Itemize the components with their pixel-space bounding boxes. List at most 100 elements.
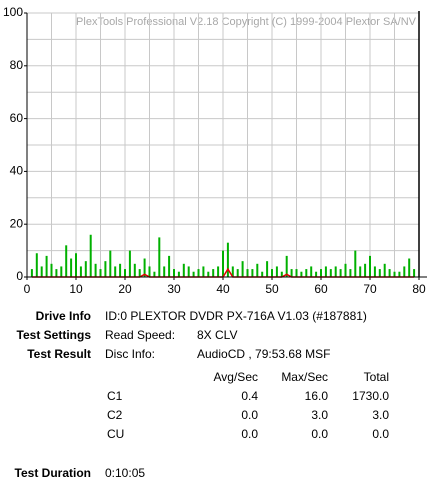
cell: 0.0 xyxy=(241,427,258,441)
y-tick-label: 20 xyxy=(10,216,24,230)
bar xyxy=(320,269,322,277)
bar xyxy=(168,255,171,277)
bar xyxy=(35,253,38,277)
bar xyxy=(143,258,146,277)
cell: 3.0 xyxy=(372,408,389,422)
x-tick-label: 60 xyxy=(314,282,328,296)
bar xyxy=(359,266,362,277)
bar xyxy=(158,237,161,277)
bar xyxy=(192,271,195,277)
bar xyxy=(104,261,107,277)
cell: 0.0 xyxy=(372,427,389,441)
bar xyxy=(70,258,73,277)
bar xyxy=(187,266,190,277)
bar xyxy=(280,271,283,277)
bar xyxy=(373,266,376,277)
y-tick-label: 40 xyxy=(10,164,24,178)
bar xyxy=(236,269,239,277)
key: Read Speed: xyxy=(105,328,176,342)
bar xyxy=(388,269,391,277)
bar xyxy=(413,269,416,277)
value: ID:0 PLEXTOR DVDR PX-716A V1.03 (#187881… xyxy=(105,309,367,323)
bar xyxy=(197,269,200,277)
bar xyxy=(339,269,342,277)
bar xyxy=(378,269,381,277)
col-header: Avg/Sec xyxy=(213,370,258,384)
bar xyxy=(202,266,205,277)
bar xyxy=(300,271,303,277)
cell: 0.0 xyxy=(241,408,258,422)
label: Drive Info xyxy=(35,309,91,323)
bar xyxy=(133,263,136,277)
bar xyxy=(290,269,293,277)
label: Test Settings xyxy=(16,328,91,342)
bar xyxy=(177,271,180,277)
key: Disc Info: xyxy=(105,347,156,361)
x-tick-label: 80 xyxy=(412,282,426,296)
bar xyxy=(217,266,220,277)
bar xyxy=(212,269,215,277)
y-tick-label: 0 xyxy=(16,269,23,283)
x-tick-label: 10 xyxy=(69,282,83,296)
bar xyxy=(138,269,141,277)
bar xyxy=(393,271,396,277)
bar xyxy=(45,255,48,277)
bar xyxy=(173,269,175,277)
row-label: C1 xyxy=(107,389,123,403)
cell: 16.0 xyxy=(304,389,328,403)
bar xyxy=(114,266,117,277)
bar xyxy=(128,250,131,277)
bar xyxy=(369,255,371,277)
cell: 0.0 xyxy=(311,427,328,441)
copyright: PlexTools Professional V2.18 Copyright (… xyxy=(76,16,417,28)
bar xyxy=(246,269,249,277)
label: Test Result xyxy=(27,347,91,361)
bar xyxy=(324,266,327,277)
bar xyxy=(84,261,87,277)
bar xyxy=(119,263,122,277)
bar xyxy=(231,266,234,277)
bar xyxy=(65,245,68,277)
bar xyxy=(94,263,97,277)
cell: 1730.0 xyxy=(352,389,389,403)
x-tick-label: 40 xyxy=(216,282,230,296)
x-tick-label: 70 xyxy=(363,282,377,296)
bar xyxy=(163,266,166,277)
bar xyxy=(251,269,254,277)
x-tick-label: 30 xyxy=(167,282,181,296)
y-tick-label: 60 xyxy=(10,111,24,125)
bar xyxy=(40,266,43,277)
bar xyxy=(148,266,151,277)
cell: 0.4 xyxy=(241,389,258,403)
bar xyxy=(275,266,278,277)
bar xyxy=(354,250,357,277)
bar xyxy=(124,269,126,277)
bar xyxy=(60,266,63,277)
bar xyxy=(266,261,269,277)
bar xyxy=(79,266,82,277)
row-label: C2 xyxy=(107,408,123,422)
bar xyxy=(349,269,352,277)
chart: PlexTools Professional V2.18 Copyright (… xyxy=(3,5,427,296)
bar xyxy=(344,263,347,277)
bar xyxy=(295,269,298,277)
bar xyxy=(408,258,411,277)
y-tick-label: 100 xyxy=(3,5,23,19)
bar xyxy=(271,269,273,277)
bar xyxy=(182,263,185,277)
bar xyxy=(55,269,58,277)
bar xyxy=(261,271,264,277)
bar xyxy=(226,242,229,277)
col-header: Total xyxy=(363,370,389,384)
bar xyxy=(109,250,112,277)
bar xyxy=(364,263,367,277)
y-tick-label: 80 xyxy=(10,58,24,72)
x-tick-label: 50 xyxy=(265,282,279,296)
bar xyxy=(403,266,406,277)
x-tick-label: 20 xyxy=(118,282,132,296)
bar xyxy=(285,255,288,277)
bar xyxy=(398,271,401,277)
bar xyxy=(30,269,33,277)
bar xyxy=(315,271,318,277)
